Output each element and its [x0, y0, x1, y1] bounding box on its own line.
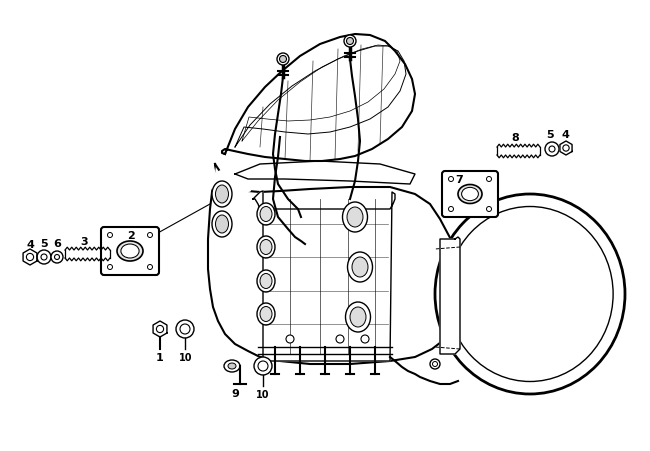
Circle shape: [430, 359, 440, 369]
Text: 6: 6: [53, 239, 61, 249]
Polygon shape: [222, 35, 415, 161]
Circle shape: [344, 36, 356, 48]
FancyBboxPatch shape: [101, 227, 159, 276]
Ellipse shape: [260, 207, 272, 222]
Circle shape: [448, 207, 454, 212]
Circle shape: [51, 252, 63, 263]
Text: 5: 5: [546, 130, 554, 140]
Circle shape: [280, 56, 287, 63]
Circle shape: [148, 233, 153, 238]
Polygon shape: [448, 183, 466, 212]
Ellipse shape: [257, 304, 275, 325]
Circle shape: [361, 335, 369, 343]
Circle shape: [254, 357, 272, 375]
Circle shape: [486, 177, 491, 182]
Ellipse shape: [343, 202, 367, 232]
Circle shape: [448, 177, 454, 182]
Ellipse shape: [260, 240, 272, 255]
Polygon shape: [208, 165, 255, 194]
Circle shape: [55, 255, 60, 260]
Ellipse shape: [257, 236, 275, 258]
FancyBboxPatch shape: [442, 172, 498, 217]
Text: 4: 4: [561, 130, 569, 140]
Ellipse shape: [352, 258, 368, 277]
Circle shape: [286, 335, 294, 343]
Circle shape: [432, 362, 437, 367]
Ellipse shape: [117, 241, 143, 262]
Circle shape: [107, 233, 112, 238]
Ellipse shape: [346, 302, 370, 332]
Circle shape: [277, 54, 289, 66]
Circle shape: [346, 38, 354, 46]
Text: 5: 5: [40, 239, 48, 249]
Text: 9: 9: [231, 388, 239, 398]
Ellipse shape: [260, 274, 272, 289]
Circle shape: [180, 324, 190, 334]
Ellipse shape: [260, 307, 272, 322]
Ellipse shape: [212, 212, 232, 238]
Circle shape: [176, 320, 194, 338]
Ellipse shape: [454, 191, 460, 204]
Circle shape: [563, 146, 569, 152]
Ellipse shape: [216, 216, 229, 234]
Ellipse shape: [451, 188, 463, 207]
Circle shape: [37, 250, 51, 264]
Text: 8: 8: [511, 133, 519, 143]
Ellipse shape: [458, 185, 482, 204]
Polygon shape: [440, 238, 460, 354]
Polygon shape: [208, 165, 460, 364]
Text: 10: 10: [256, 389, 270, 399]
Circle shape: [336, 335, 344, 343]
Ellipse shape: [435, 194, 625, 394]
Ellipse shape: [462, 188, 478, 201]
Circle shape: [549, 147, 555, 152]
Polygon shape: [253, 192, 395, 361]
Circle shape: [545, 143, 559, 156]
Ellipse shape: [257, 271, 275, 292]
Ellipse shape: [228, 363, 236, 369]
Ellipse shape: [224, 360, 240, 372]
Circle shape: [27, 254, 34, 261]
Ellipse shape: [257, 203, 275, 226]
Ellipse shape: [348, 253, 372, 282]
Text: 7: 7: [455, 175, 463, 184]
Ellipse shape: [216, 186, 229, 203]
Ellipse shape: [350, 307, 366, 327]
Ellipse shape: [447, 207, 613, 382]
Ellipse shape: [212, 182, 232, 207]
Circle shape: [157, 326, 164, 333]
Circle shape: [107, 265, 112, 270]
Text: 3: 3: [80, 236, 88, 246]
Circle shape: [258, 361, 268, 371]
Text: 2: 2: [127, 230, 135, 240]
Polygon shape: [23, 249, 37, 265]
Circle shape: [148, 265, 153, 270]
Text: 1: 1: [156, 352, 164, 362]
Text: 10: 10: [179, 352, 193, 362]
Ellipse shape: [121, 244, 139, 258]
Polygon shape: [235, 161, 415, 184]
Polygon shape: [560, 142, 572, 156]
Polygon shape: [153, 321, 167, 337]
Circle shape: [41, 254, 47, 260]
Ellipse shape: [347, 207, 363, 227]
Text: 4: 4: [26, 239, 34, 249]
Circle shape: [486, 207, 491, 212]
